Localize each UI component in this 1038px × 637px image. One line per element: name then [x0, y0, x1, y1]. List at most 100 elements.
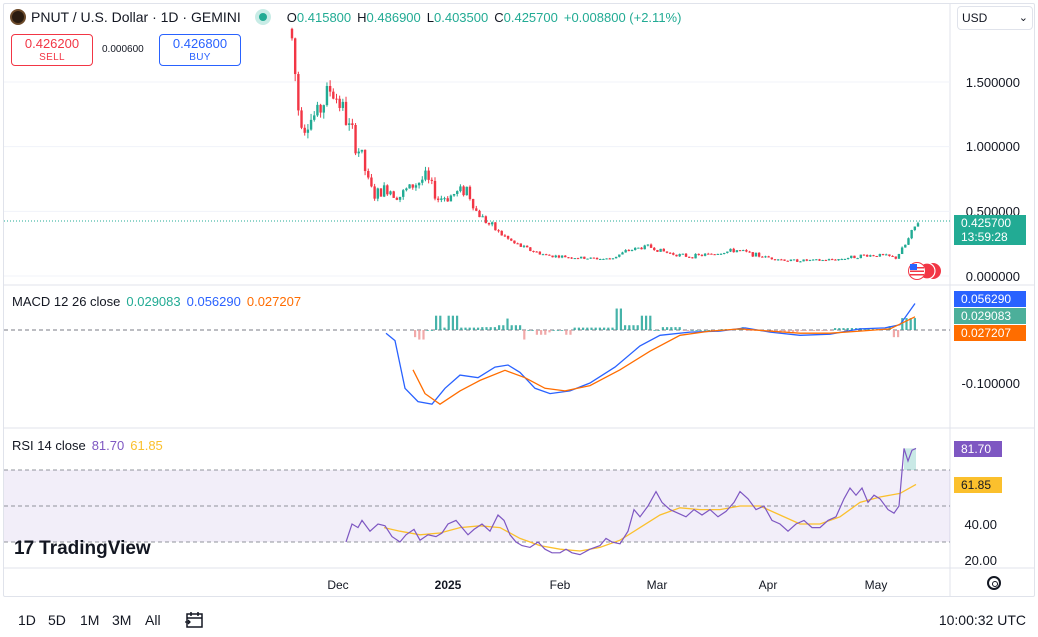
currency-value: USD	[962, 11, 988, 25]
candle-body	[640, 247, 643, 250]
chart-canvas[interactable]	[0, 0, 1038, 600]
macd-histogram-bar	[624, 325, 627, 330]
calendar-range-icon[interactable]	[184, 610, 206, 630]
candle-body	[417, 182, 421, 186]
candle-body	[487, 223, 491, 225]
candle-body	[703, 253, 707, 256]
candle-body	[805, 259, 808, 261]
macd-legend[interactable]: MACD 12 26 close 0.029083 0.056290 0.027…	[12, 294, 301, 309]
candle-body	[735, 250, 739, 253]
candle-body	[319, 104, 322, 113]
range-3m-button[interactable]: 3M	[112, 612, 132, 628]
pnut-logo-icon	[10, 9, 26, 25]
candle-body	[916, 223, 920, 227]
settings-gear-icon[interactable]	[987, 576, 1001, 590]
macd-signal-value: 0.027207	[246, 294, 302, 309]
candle-body	[465, 186, 468, 196]
candle-body	[821, 260, 824, 262]
sell-button[interactable]: 0.426200 SELL	[11, 34, 93, 66]
rsi-tag: 81.70	[954, 441, 1002, 457]
macd-histogram-bar	[506, 318, 509, 330]
candle-body	[859, 254, 863, 259]
candle-body	[824, 260, 828, 262]
macd-histogram-bar	[498, 325, 501, 330]
candle-body	[490, 222, 494, 225]
candle-body	[684, 253, 688, 257]
macd-histogram-bar	[745, 330, 748, 331]
macd-histogram-bar	[418, 330, 421, 340]
x-axis-label: Dec	[327, 578, 349, 592]
candle-body	[522, 245, 526, 247]
macd-histogram-bar	[540, 330, 543, 335]
candle-body	[710, 253, 713, 255]
clock-display[interactable]: 10:00:32 UTC	[938, 612, 1026, 628]
symbol-title[interactable]: PNUT / U.S. Dollar · 1D · GEMINI	[31, 9, 241, 25]
macd-histogram-bar	[640, 315, 643, 330]
candle-body	[328, 85, 332, 92]
us-flag-icon[interactable]	[907, 262, 941, 280]
candle-body	[449, 195, 453, 202]
x-axis-label: Apr	[758, 578, 778, 592]
range-all-button[interactable]: All	[145, 612, 161, 628]
macd-line-value: 0.056290	[186, 294, 241, 309]
market-open-icon	[254, 9, 271, 25]
buy-button[interactable]: 0.426800 BUY	[159, 34, 241, 66]
candle-body	[837, 259, 840, 261]
macd-histogram-bar	[720, 329, 723, 330]
tradingview-watermark[interactable]: 17 TradingView	[14, 538, 151, 560]
macd-histogram-bar	[422, 330, 425, 340]
macd-histogram-bar	[477, 327, 480, 330]
macd-histogram-bar	[901, 318, 904, 330]
candle-body	[840, 259, 843, 261]
macd-histogram-bar	[699, 330, 702, 331]
rsi-legend[interactable]: RSI 14 close 81.70 61.85	[12, 438, 163, 453]
candle-body	[697, 253, 700, 255]
candle-body	[497, 230, 500, 232]
range-5d-button[interactable]: 5D	[48, 612, 66, 628]
range-1d-button[interactable]: 1D	[18, 612, 36, 628]
candle-body	[808, 259, 812, 261]
macd-histogram-bar	[577, 327, 580, 330]
candle-body	[592, 257, 596, 259]
macd-histogram-bar	[439, 315, 442, 330]
macd-histogram-bar	[867, 329, 870, 330]
macd-histogram-bar	[649, 315, 652, 330]
currency-select[interactable]: USD ⌄	[957, 6, 1033, 30]
macd-histogram-bar	[632, 325, 635, 330]
candle-body	[440, 198, 443, 200]
candle-body	[621, 252, 624, 255]
macd-histogram-bar	[414, 330, 417, 338]
candle-body	[395, 197, 399, 200]
macd-histogram-bar	[850, 328, 853, 330]
candle-body	[786, 260, 789, 262]
candle-body	[564, 255, 567, 258]
macd-histogram-bar	[565, 330, 568, 335]
macd-histogram-bar	[792, 330, 795, 332]
countdown: 13:59:28	[961, 230, 1008, 244]
candle-body	[732, 248, 735, 253]
candle-body	[745, 250, 748, 252]
macd-histogram-bar	[535, 330, 538, 335]
candle-body	[869, 255, 872, 257]
macd-histogram-bar	[502, 325, 505, 330]
macd-histogram-bar	[510, 325, 513, 330]
rsi-ma-value: 61.85	[130, 438, 163, 453]
candle-body	[579, 256, 583, 259]
macd-histogram-bar	[897, 330, 900, 338]
high-value: 0.486900	[366, 9, 421, 25]
candle-body	[436, 198, 440, 200]
candle-body	[742, 250, 745, 252]
rsi-overbought-fill	[904, 448, 916, 470]
macd-histogram-bar	[636, 325, 639, 330]
macd-histogram-bar	[813, 330, 816, 331]
candle-body	[481, 216, 484, 218]
range-1m-button[interactable]: 1M	[80, 612, 100, 628]
macd-histogram-bar	[666, 327, 669, 330]
symbol-header[interactable]: PNUT / U.S. Dollar · 1D · GEMINI O0.4158…	[10, 6, 681, 28]
candle-body	[618, 254, 621, 257]
candle-body	[360, 149, 364, 152]
candle-body	[761, 256, 764, 258]
candle-body	[846, 257, 850, 259]
candle-body	[649, 244, 653, 248]
candle-body	[430, 179, 434, 181]
